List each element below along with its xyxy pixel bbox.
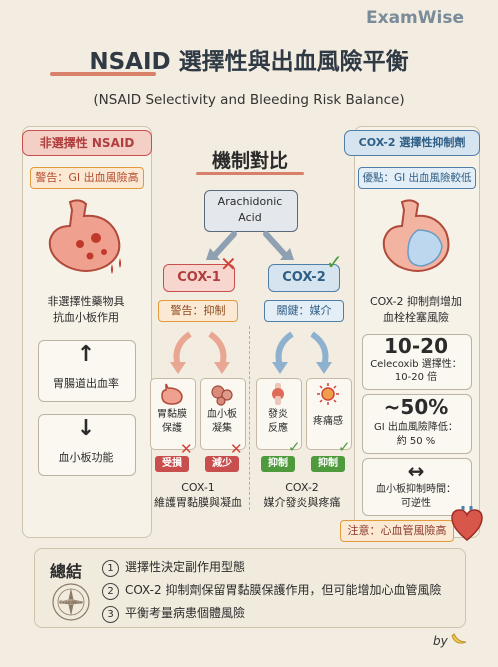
- page-subtitle: (NSAID Selectivity and Bleeding Risk Bal…: [93, 92, 405, 108]
- cross-icon: ✕: [180, 440, 193, 458]
- stomach-icon: [161, 383, 183, 405]
- check-icon: ✓: [326, 250, 343, 274]
- cox2-key-tag: 關鍵：媒介: [264, 300, 344, 322]
- center-divider: [249, 326, 250, 510]
- check-icon: ✓: [288, 438, 301, 456]
- right-desc-line2: 血栓栓塞風險: [383, 311, 449, 324]
- inflammation-suppressed-chip: 抑制: [261, 456, 295, 472]
- left-desc-line1: 非選擇性藥物具: [47, 295, 125, 308]
- cox2-effect-arrows: [272, 331, 332, 374]
- right-desc-line1: COX-2 抑制劑增加: [369, 295, 463, 308]
- compass-seal-icon: ExamWise: [52, 583, 90, 621]
- cross-icon: ✕: [230, 440, 243, 458]
- banana-logo-icon: [451, 633, 467, 644]
- heart-icon: [451, 506, 483, 541]
- right-header: COX-2 選擇性抑制劑: [344, 130, 480, 156]
- selectivity-fold: 10-20 倍: [394, 372, 438, 383]
- seal-lettering: ExamWise: [59, 600, 83, 606]
- brand-logo: ExamWise: [366, 8, 464, 28]
- root-line2: Acid: [238, 211, 262, 224]
- platelet-aggregation-line1: 血小板: [207, 409, 237, 420]
- summary-item-number: 3: [102, 606, 119, 623]
- down-arrow-icon: ↓: [76, 416, 96, 441]
- check-icon: ✓: [338, 438, 351, 456]
- branch-arrows: [206, 231, 294, 260]
- summary-item-1: 1 選擇性決定副作用型態: [102, 558, 245, 577]
- page-title: NSAID 選擇性與出血風險平衡: [89, 49, 409, 75]
- gi-bleeding-rate-box: [38, 340, 136, 402]
- up-arrow-icon: ↑: [76, 342, 96, 367]
- cv-risk-note: 注意：心血管風險高: [340, 520, 454, 542]
- gastric-damaged-chip: 受損: [155, 456, 189, 472]
- summary-item-number: 2: [102, 583, 119, 600]
- summary-item-3: 3 平衡考量病患個體風險: [102, 604, 245, 623]
- platelet-function-box: [38, 414, 136, 476]
- platelet-inhibition-label: 血小板抑制時間：: [376, 484, 456, 495]
- platelet-reduced-chip: 減少: [205, 456, 239, 472]
- platelet-aggregation-line2: 凝集: [212, 423, 232, 434]
- pain-icon: [317, 383, 339, 405]
- cox1-warning-tag: 警告：抑制: [158, 300, 238, 322]
- risk-reduction-label: GI 出血風險降低：: [374, 422, 458, 433]
- inflammation-line2: 反應: [268, 423, 288, 434]
- root-line1: Arachidonic: [217, 195, 283, 208]
- cox1-caption-title: COX-1: [181, 481, 215, 494]
- left-header: 非選擇性 NSAID: [22, 130, 152, 156]
- cox2-caption-title: COX-2: [285, 481, 319, 494]
- joint-inflammation-icon: [272, 383, 284, 405]
- cross-icon: ✕: [220, 252, 237, 276]
- gastric-protection-line2: 保護: [162, 423, 182, 434]
- platelet-icon: [211, 385, 233, 406]
- footer-by: by: [433, 634, 448, 648]
- pain-line1: 疼痛感: [313, 416, 343, 427]
- inflammation-line1: 發炎: [268, 409, 288, 420]
- selectivity-value: 10-20: [384, 334, 448, 358]
- pain-suppressed-chip: 抑制: [311, 456, 345, 472]
- cox1-caption-desc: 維護胃黏膜與凝血: [154, 496, 242, 509]
- gi-bleeding-rate-label: 胃腸道出血率: [53, 377, 119, 390]
- summary-item-text: 選擇性決定副作用型態: [125, 560, 246, 574]
- summary-item-number: 1: [102, 560, 119, 577]
- left-desc-line2: 抗血小板作用: [53, 311, 119, 324]
- title-underline: [50, 72, 156, 76]
- platelet-inhibition-box: [362, 458, 472, 516]
- cox1-node: COX-1: [163, 264, 235, 292]
- gastric-protection-line1: 胃黏膜: [157, 409, 187, 420]
- risk-reduction-value: ~50%: [383, 395, 449, 419]
- cox2-node: COX-2: [268, 264, 340, 292]
- risk-reduction-amount: 約 50 %: [396, 436, 436, 447]
- healthy-stomach-icon: [382, 199, 450, 272]
- summary-item-text: COX-2 抑制劑保留胃黏膜保護作用，但可能增加心血管風險: [125, 583, 442, 597]
- selectivity-label: Celecoxib 選擇性：: [370, 359, 462, 370]
- summary-item-2: 2 COX-2 抑制劑保留胃黏膜保護作用，但可能增加心血管風險: [102, 581, 441, 600]
- arachidonic-acid-node: [204, 190, 298, 232]
- summary-item-text: 平衡考量病患個體風險: [125, 606, 246, 620]
- cox1-effect-arrows: [170, 331, 230, 374]
- platelet-function-label: 血小板功能: [58, 451, 114, 464]
- left-warning-tag: 警告：GI 出血風險高: [30, 167, 144, 189]
- gi-risk-reduction-box: [362, 394, 472, 454]
- summary-title: 總結: [50, 562, 83, 581]
- platelet-inhibition-value: 可逆性: [401, 498, 431, 509]
- cox2-caption-desc: 媒介發炎與疼痛: [263, 496, 341, 509]
- stomach-bleeding-icon: [48, 199, 121, 274]
- mechanism-title: 機制對比: [211, 150, 288, 172]
- reversible-arrow-icon: ↔: [407, 459, 425, 483]
- mechanism-title-underline: [196, 172, 304, 175]
- celecoxib-selectivity-box: [362, 334, 472, 390]
- right-advantage-tag: 優點：GI 出血風險較低: [358, 167, 476, 189]
